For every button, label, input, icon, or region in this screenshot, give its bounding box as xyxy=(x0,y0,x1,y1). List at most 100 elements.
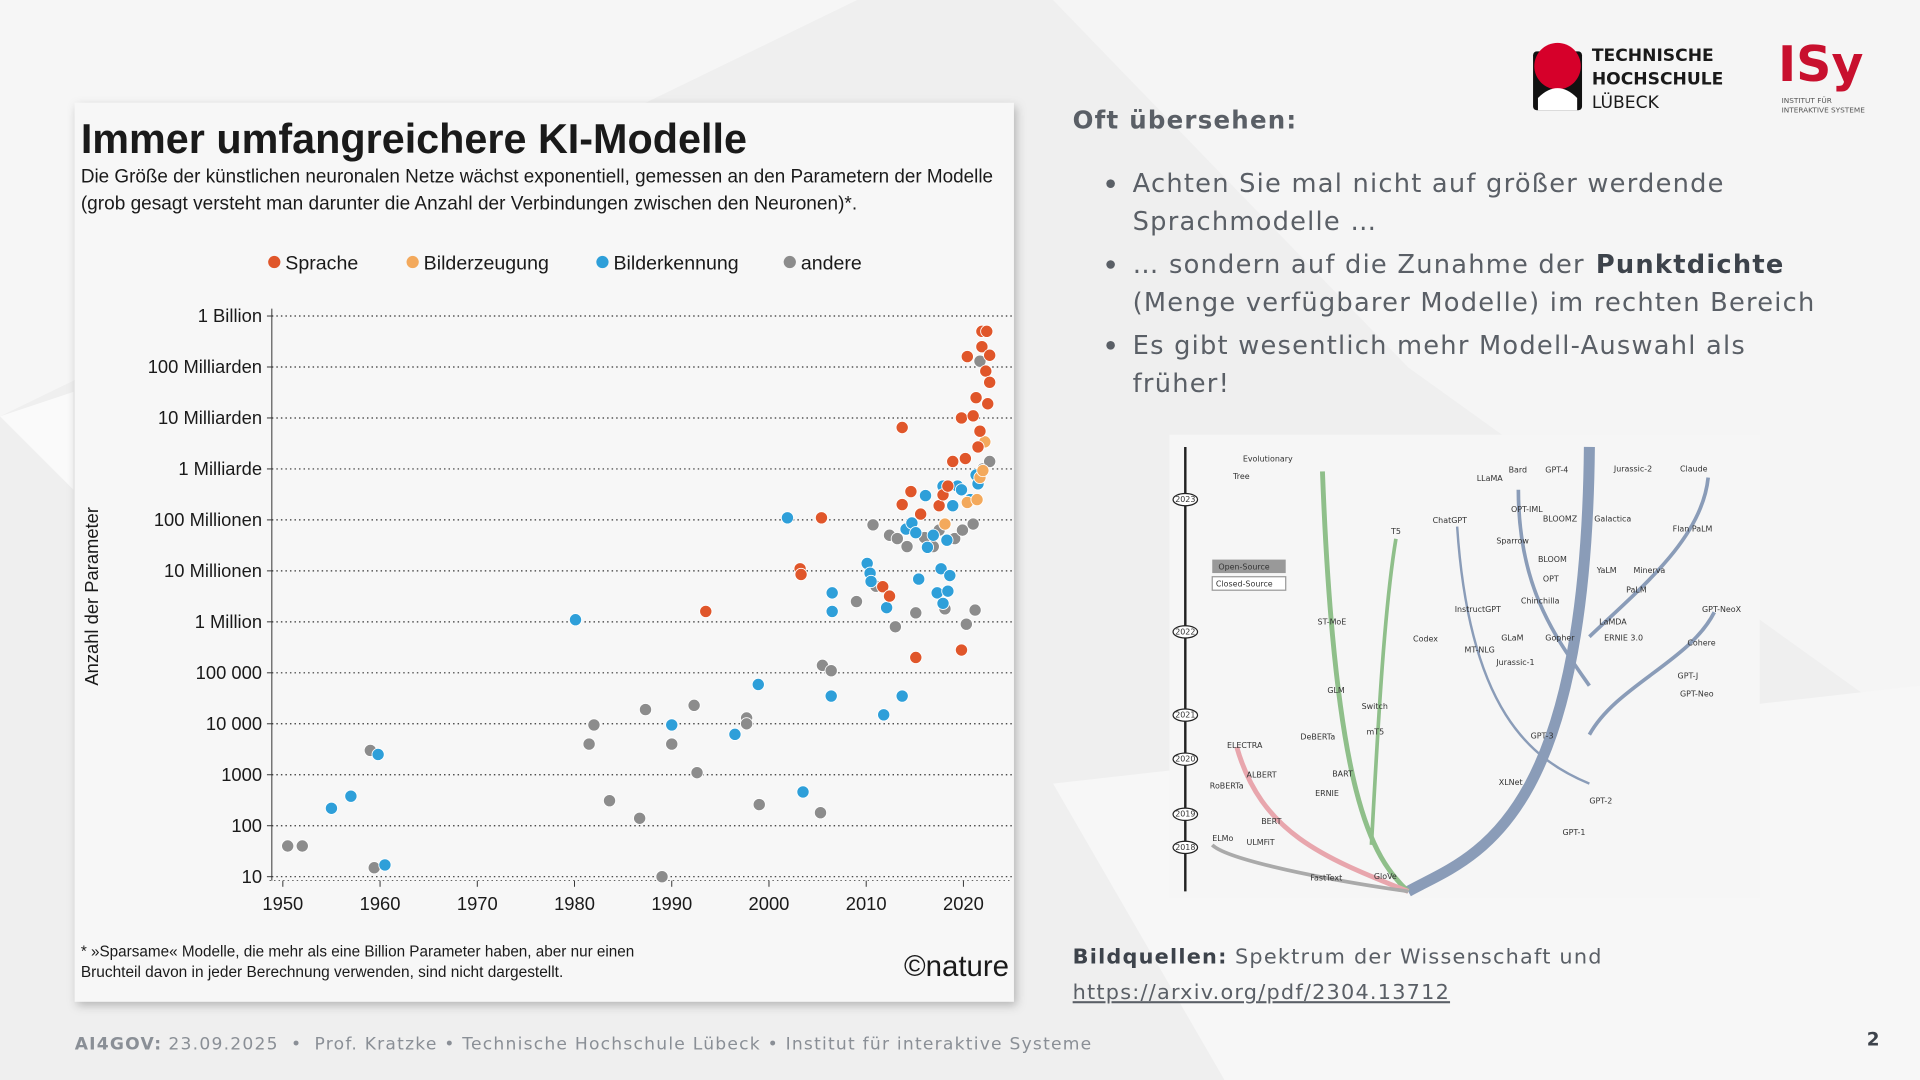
legend-box xyxy=(1212,559,1286,574)
branch xyxy=(1516,489,1591,687)
data-point xyxy=(912,572,926,586)
y-tick-label: 10 000 xyxy=(206,713,262,734)
tree-node: BLOOM xyxy=(1538,555,1567,564)
footer-text: Prof. Kratzke • Technische Hochschule Lü… xyxy=(315,1034,1093,1054)
tree-node: ERNIE 3.0 xyxy=(1604,633,1643,642)
x-tick-label: 1970 xyxy=(457,893,498,914)
y-tick-label: 1 Million xyxy=(195,611,262,632)
year-marker xyxy=(1172,752,1199,766)
footer: AI4GOV: 23.09.2025 • Prof. Kratzke • Techni… xyxy=(75,1034,1093,1054)
year-label: 2021 xyxy=(1175,711,1195,720)
tree-node: Galactica xyxy=(1594,515,1631,524)
bullet-line: Es gibt wesentlich mehr Modell-Auswahl a… xyxy=(1133,331,1746,361)
tree-node: ULMFiT xyxy=(1247,838,1275,847)
data-point xyxy=(813,806,828,820)
legend-box xyxy=(1211,576,1287,591)
branch xyxy=(1210,843,1409,894)
tree-title: Evolutionary xyxy=(1243,455,1293,464)
data-point xyxy=(665,737,679,751)
tree-years: 2023 2022 2021 2020 2019 2018 xyxy=(1172,492,1199,855)
data-point xyxy=(814,511,829,525)
data-point xyxy=(568,613,583,627)
tree-node: GPT-J xyxy=(1678,671,1699,680)
legend-label: Sprache xyxy=(285,252,358,274)
legend-label: andere xyxy=(801,252,862,274)
y-tick-label: 100 xyxy=(231,815,262,836)
data-point xyxy=(954,411,969,425)
page-number: 2 xyxy=(1867,1030,1880,1051)
data-point xyxy=(979,364,993,378)
points xyxy=(281,324,997,884)
data-point xyxy=(969,391,983,405)
heading: Oft übersehen: xyxy=(1073,106,1298,135)
data-point xyxy=(954,483,969,497)
data-point xyxy=(966,517,980,531)
branch xyxy=(1405,446,1595,897)
tree-node: mT5 xyxy=(1367,728,1385,737)
data-point xyxy=(900,540,914,554)
tree-node: Claude xyxy=(1680,464,1708,473)
data-point xyxy=(946,499,960,513)
tree-node: YaLM xyxy=(1596,566,1617,575)
y-tick-label: 1 Milliarde xyxy=(178,458,262,479)
y-tick-label: 10 xyxy=(242,866,262,887)
data-point xyxy=(909,606,923,620)
tree-node: GPT-2 xyxy=(1589,796,1612,805)
data-point xyxy=(954,643,969,657)
bullet-line: (Menge verfügbarer Modelle) im rechten B… xyxy=(1133,288,1816,318)
tree-node: PaLM xyxy=(1626,586,1647,595)
source-link[interactable]: https://arxiv.org/pdf/2304.13712 xyxy=(1073,980,1450,1004)
y-tick-label: 10 Millionen xyxy=(164,560,262,581)
y-tick-label: 10 Milliarden xyxy=(158,407,262,428)
tree-node: ST-MoE xyxy=(1318,617,1347,626)
data-point xyxy=(633,811,647,825)
logo-shape xyxy=(1537,88,1578,111)
data-point xyxy=(968,603,982,617)
x-tick-label: 1990 xyxy=(651,893,692,914)
data-point xyxy=(946,454,960,469)
chart-subtitle: Die Größe der künstlichen neuronalen Net… xyxy=(81,165,993,187)
logo-text: TECHNISCHE xyxy=(1592,46,1714,66)
chart-subtitle: (grob gesagt versteht man darunter die A… xyxy=(81,192,857,214)
data-point xyxy=(966,409,980,423)
sources-label: Bildquellen: xyxy=(1073,945,1228,969)
source-link-text[interactable]: https://arxiv.org/pdf/2304.13712 xyxy=(1073,980,1450,1004)
x-tick-label: 2020 xyxy=(943,893,984,914)
data-point xyxy=(728,727,742,741)
tree-node: T5 xyxy=(1390,527,1401,536)
logo-th: TECHNISCHE HOCHSCHULE LÜBECK xyxy=(1533,42,1723,113)
data-point xyxy=(932,499,946,513)
tree-title: Tree xyxy=(1232,472,1250,481)
data-point xyxy=(941,584,955,598)
bullet-dot xyxy=(1106,179,1115,188)
tree-node: XLNet xyxy=(1499,778,1523,787)
data-point xyxy=(971,440,985,454)
branch xyxy=(1320,471,1410,894)
footnote: * »Sparsame« Modelle, die mehr als eine … xyxy=(81,943,634,960)
bullet-line: … sondern auf die Zunahme der Punktdichte xyxy=(1133,250,1785,280)
data-point xyxy=(824,664,838,678)
data-point xyxy=(890,532,904,546)
data-point xyxy=(824,689,838,703)
year-marker xyxy=(1172,492,1199,507)
data-point xyxy=(876,580,890,594)
chart: Immer umfangreichere KI-Modelle Die Größ… xyxy=(74,102,1014,1002)
sources-text: Spektrum der Wissenschaft und xyxy=(1235,945,1603,969)
data-point xyxy=(959,617,973,631)
tree-node: BART xyxy=(1332,769,1353,778)
year-marker xyxy=(1172,807,1199,822)
tree-node: Chinchilla xyxy=(1521,597,1560,606)
data-point xyxy=(958,451,972,466)
footer-separator: • xyxy=(291,1034,302,1054)
legend-marker xyxy=(268,255,281,269)
x-tick-label: 1960 xyxy=(360,893,401,914)
tree-node: GPT-1 xyxy=(1562,828,1585,837)
tree-node: DeBERTa xyxy=(1300,733,1335,742)
logo-shape xyxy=(1534,42,1581,90)
bullet-dot xyxy=(1106,260,1115,269)
data-point xyxy=(602,794,617,808)
data-point xyxy=(983,348,997,362)
tree-node: GPT-4 xyxy=(1545,466,1568,475)
